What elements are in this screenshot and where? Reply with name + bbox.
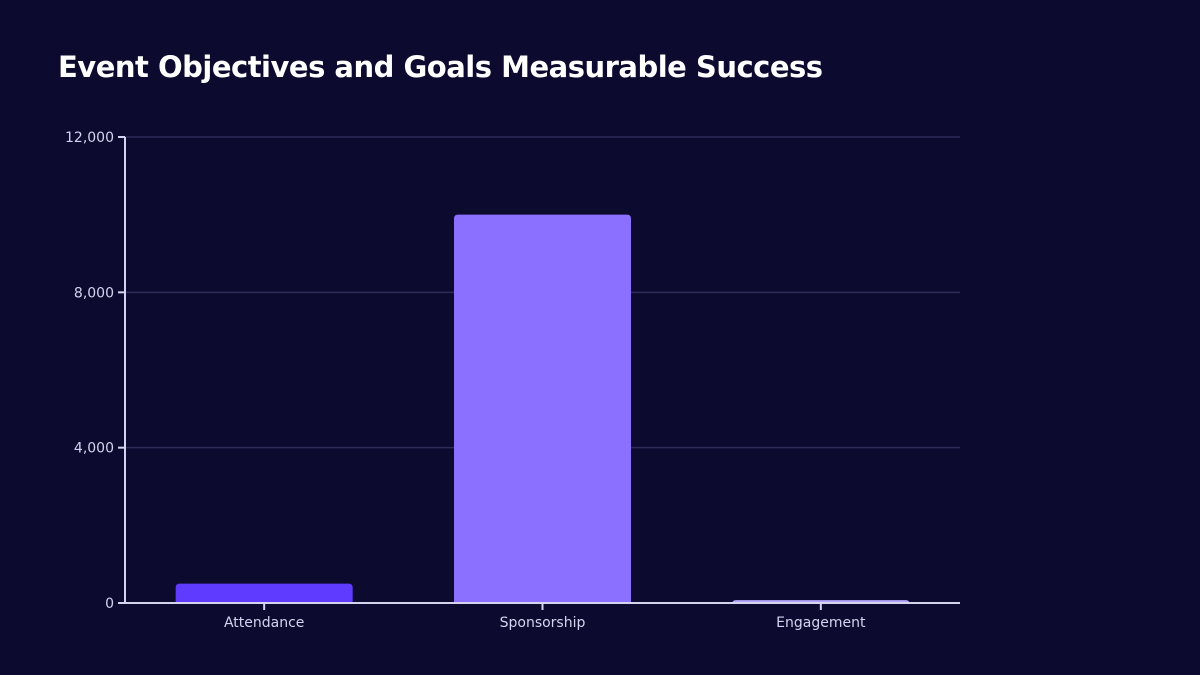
x-tick-label: Sponsorship [500, 615, 586, 631]
y-tick-label: 0 [105, 596, 114, 612]
y-tick-label: 12,000 [65, 130, 114, 146]
chart-title: Event Objectives and Goals Measurable Su… [58, 50, 823, 84]
x-tick-label: Engagement [776, 615, 866, 631]
bar-sponsorship [454, 214, 631, 603]
x-tick-label: Attendance [224, 615, 304, 631]
y-tick-label: 8,000 [74, 285, 114, 301]
y-tick-label: 4,000 [74, 441, 114, 457]
bar-attendance [175, 583, 353, 603]
